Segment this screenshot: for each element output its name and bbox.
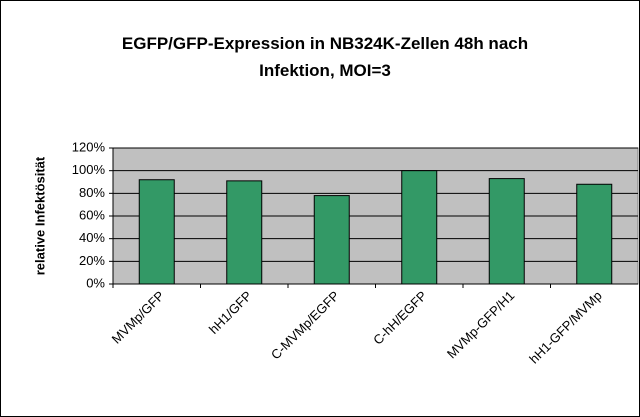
y-tick-label: 40% [79, 230, 105, 245]
bar [576, 183, 613, 285]
y-tick-label: 80% [79, 185, 105, 200]
bar [401, 170, 438, 285]
y-tick-label: 60% [79, 207, 105, 222]
bar [313, 195, 350, 285]
bar [488, 178, 525, 285]
y-axis-label: relative Infektösität [32, 156, 47, 275]
y-tick-label: 20% [79, 253, 105, 268]
y-tick-label: 120% [72, 139, 106, 154]
y-tick-label: 100% [72, 162, 106, 177]
bar [226, 180, 263, 285]
chart-title: EGFP/GFP-Expression in NB324K-Zellen 48h… [121, 34, 529, 80]
y-tick-label: 0% [86, 275, 105, 290]
bar [138, 179, 175, 285]
